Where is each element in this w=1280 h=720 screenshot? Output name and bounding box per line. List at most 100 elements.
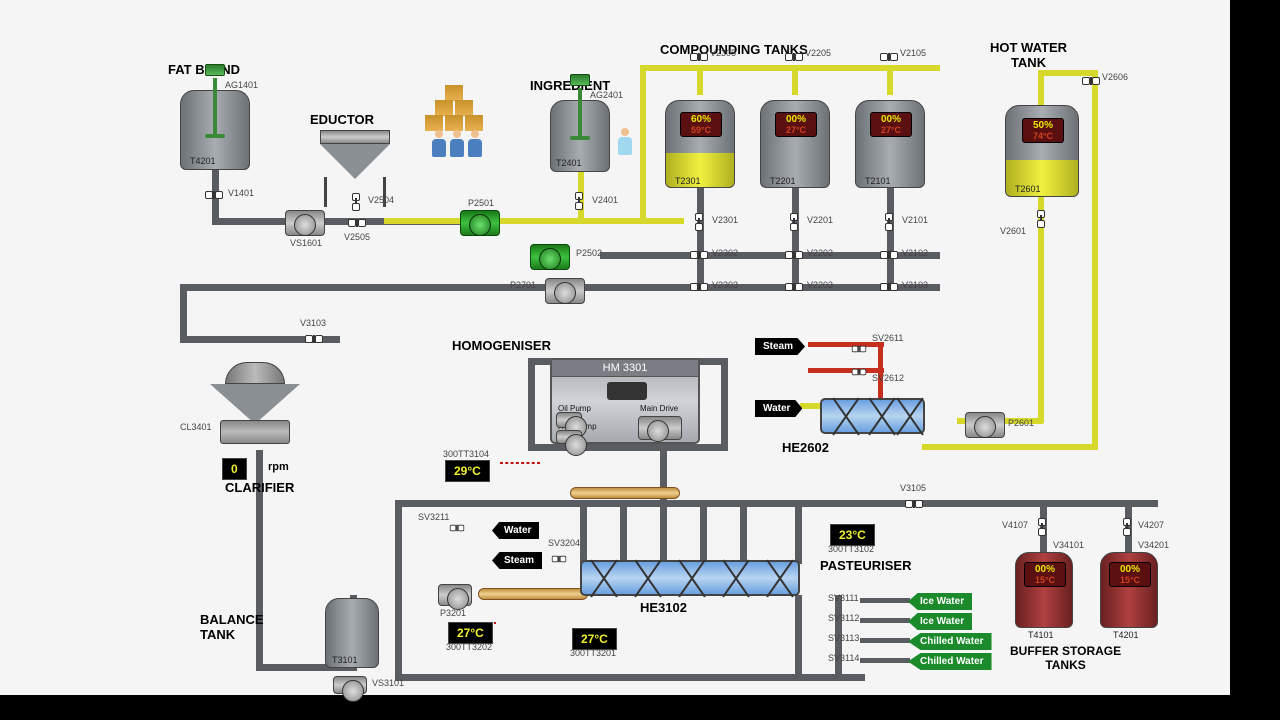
tag-sv2611: SV2611 [872,333,903,343]
valve-v2101[interactable] [880,213,898,231]
valve-v2401[interactable] [570,192,588,210]
valve-v2103[interactable] [880,278,898,296]
valve-v2201[interactable] [785,213,803,231]
pipe [740,500,747,564]
tag-v1401: V1401 [228,188,254,198]
valve-v2301[interactable] [690,213,708,231]
valve-v3105[interactable] [905,495,923,513]
tag-v2105: V2105 [900,48,926,58]
tag-v2401: V2401 [592,195,618,205]
bottom-black-bar [0,695,1280,720]
tag-p2701: P2701 [510,280,536,290]
pipe [792,188,799,288]
display-300tt3102: 23°C [830,524,875,546]
tag-300tt3102: 300TT3102 [828,544,874,554]
clarifier[interactable] [210,362,300,444]
pipe [180,284,600,291]
hx-he3102[interactable] [580,560,800,596]
pump-p2701[interactable] [545,278,585,304]
pipe [795,500,802,564]
display-300tt3201: 27°C [572,628,617,650]
tag: V2103 [902,280,928,290]
tag-t2301: T2301 [675,176,701,186]
title-hot-water: HOT WATER TANK [990,40,1067,70]
tag-vs1601: VS1601 [290,238,322,248]
valve-v2601[interactable] [1032,210,1050,228]
pipe [887,188,894,288]
tag-v4107: V4107 [1002,520,1028,530]
display-300tt3202: 27°C [448,622,493,644]
valve-v2305[interactable] [690,48,708,66]
boxes-icon [425,85,485,131]
tag-sv3111: SV3111 [828,593,859,603]
valve-sv3204[interactable] [552,552,566,566]
pump-p3201[interactable] [438,584,472,606]
tag-t4201: T4201 [190,156,216,166]
pipe [697,188,704,288]
agitator-icon [578,88,582,140]
pipe [620,500,627,564]
pump-p2502[interactable] [530,244,570,270]
tag-v2505: V2505 [344,232,370,242]
eductor[interactable] [320,130,390,179]
dashed-link [500,462,540,464]
flow-ice-water: Ice Water [908,593,972,610]
pump-p2601[interactable] [965,412,1005,438]
dashed-link [494,622,496,624]
valve-v2606[interactable] [1082,72,1100,90]
tag-v34101: V34101 [1053,540,1084,550]
tag-v2601: V2601 [1000,226,1026,236]
homogeniser-unit[interactable]: HM 3301 Oil Pump HVA Pump Main Drive [550,358,700,444]
person-icon [468,130,482,160]
pipe [580,500,587,564]
valve-v2302[interactable] [690,246,708,264]
valve-v3103[interactable] [305,330,323,348]
pipe-yellow [1038,197,1044,423]
tag-t3101: T3101 [332,655,358,665]
valve-v2202[interactable] [785,246,803,264]
tag-p2502: P2502 [576,248,602,258]
valve-v1401[interactable] [205,186,223,204]
valve-v4207[interactable] [1118,518,1136,536]
pump-vs3101[interactable] [333,676,367,694]
pipe [180,284,187,342]
tag: V2202 [807,248,833,258]
person-icon [432,130,446,160]
valve-v2205[interactable] [785,48,803,66]
pipe-yellow [922,444,1098,450]
tube-hx [478,588,588,600]
tag-v2305: V2305 [710,48,736,58]
badge-t2301: 60% 59°C [680,112,722,137]
title-fat-blend: FAT BLEND [168,62,240,77]
valve-sv2611[interactable] [852,342,866,356]
tag-t2101: T2101 [865,176,891,186]
tag: V2301 [712,215,738,225]
valve-sv2612[interactable] [852,365,866,379]
tag-sv3211: SV3211 [418,512,449,522]
valve-v2105[interactable] [880,48,898,66]
valve-v2504[interactable] [347,193,365,211]
pump-vs1601[interactable] [285,210,325,236]
tag-300tt3202: 300TT3202 [446,642,492,652]
title-homogeniser: HOMOGENISER [452,338,551,353]
valve-v2303[interactable] [690,278,708,296]
pipe [528,444,728,451]
tag-ag2401: AG2401 [590,90,623,100]
valve-v2505[interactable] [348,214,366,232]
tag: V2302 [712,248,738,258]
tag-sv3113: SV3113 [828,633,859,643]
agitator-icon [213,78,217,138]
valve-v2203[interactable] [785,278,803,296]
tag-sv3204: SV3204 [548,538,580,548]
tag-cl3401: CL3401 [180,422,212,432]
pipe [395,500,402,680]
tag-t2601: T2601 [1015,184,1041,194]
tag-sv3114: SV3114 [828,653,859,663]
valve-v2102[interactable] [880,246,898,264]
valve-sv3211[interactable] [450,521,464,535]
valve-v4107[interactable] [1033,518,1051,536]
hx-he2602[interactable] [820,398,925,434]
pump-p2501[interactable] [460,210,500,236]
tag-t4101: T4101 [1028,630,1054,640]
right-black-bar [1230,0,1280,720]
